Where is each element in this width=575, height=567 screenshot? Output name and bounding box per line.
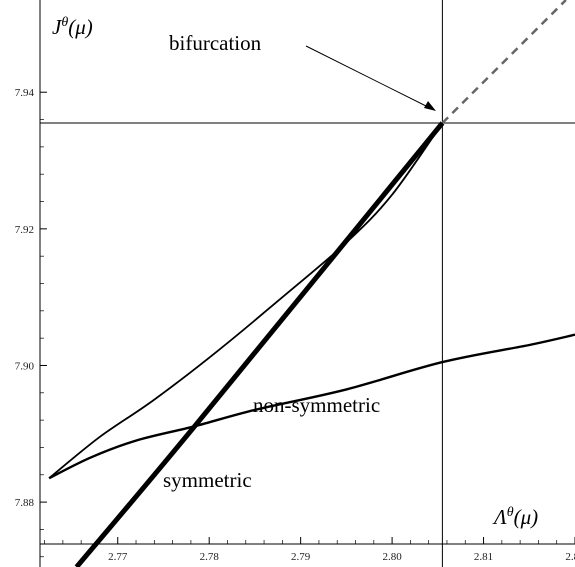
series-layer — [48, 0, 575, 567]
tick-layer: 2.77 2.78 2.79 2.80 2.81 2.82 7.88 7.90 7.92 7.94 — [15, 87, 575, 563]
bifurcation-arrow-shaft — [305, 45, 431, 109]
unstable-branch-line — [48, 122, 444, 479]
axes-frame — [39, 0, 575, 567]
bifurcation-arrow-head — [424, 101, 436, 111]
x-tick-label: 2.78 — [200, 551, 220, 563]
bifurcation-arrow — [305, 45, 436, 111]
non-symmetric-branch-line — [48, 333, 575, 480]
x-tick-label: 2.79 — [291, 551, 311, 563]
y-tick-label: 7.88 — [15, 497, 35, 509]
x-tick-label: 2.80 — [382, 551, 402, 563]
annotation-symmetric: symmetric — [163, 468, 252, 492]
y-tick-label: 7.94 — [15, 87, 35, 99]
annotation-bifurcation: bifurcation — [169, 31, 262, 55]
x-tick-label: 2.81 — [474, 551, 493, 563]
symmetric-branch-line — [74, 121, 445, 567]
reference-lines — [40, 0, 575, 567]
x-axis-label: Λθ(μ) — [492, 505, 538, 529]
x-tick-label: 2.82 — [565, 551, 575, 563]
symmetric-continuation-dashed — [441, 0, 567, 124]
y-tick-label: 7.90 — [15, 360, 35, 372]
y-tick-label: 7.92 — [15, 224, 34, 236]
annotation-non-symmetric: non-symmetric — [253, 393, 380, 417]
y-axis-label: Jθ(μ) — [52, 15, 93, 39]
x-tick-label: 2.77 — [108, 551, 128, 563]
